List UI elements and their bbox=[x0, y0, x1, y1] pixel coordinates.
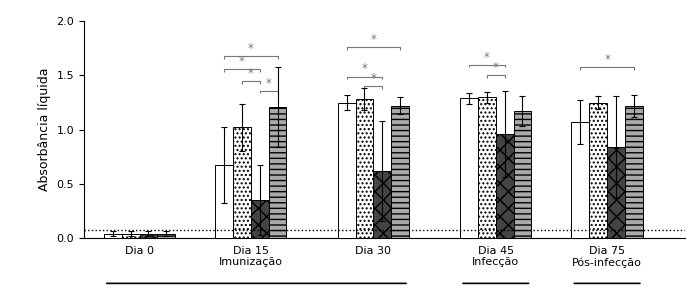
Bar bbox=[607, 147, 625, 238]
Bar bbox=[268, 107, 287, 238]
Bar bbox=[572, 122, 589, 238]
Bar bbox=[373, 171, 391, 238]
Text: *: * bbox=[604, 53, 610, 66]
Bar bbox=[157, 234, 175, 238]
Text: *: * bbox=[248, 42, 254, 55]
Bar bbox=[589, 102, 607, 238]
Text: *: * bbox=[266, 77, 272, 90]
Bar bbox=[514, 111, 531, 238]
Text: *: * bbox=[361, 63, 368, 75]
Bar bbox=[625, 106, 642, 238]
Bar bbox=[140, 234, 157, 238]
Text: *: * bbox=[493, 61, 498, 74]
Bar bbox=[104, 234, 122, 238]
Text: *: * bbox=[370, 33, 376, 46]
Bar bbox=[478, 97, 496, 238]
Bar bbox=[122, 234, 140, 238]
Bar bbox=[391, 106, 409, 238]
Bar bbox=[338, 102, 356, 238]
Text: *: * bbox=[248, 67, 254, 80]
Bar bbox=[496, 134, 514, 238]
Bar bbox=[356, 99, 373, 238]
Text: *: * bbox=[484, 51, 490, 63]
Bar bbox=[251, 200, 268, 238]
Text: *: * bbox=[370, 72, 376, 85]
Text: *: * bbox=[239, 55, 245, 68]
Bar bbox=[460, 98, 478, 238]
Bar bbox=[233, 127, 251, 238]
Y-axis label: Absorbância líquida: Absorbância líquida bbox=[38, 68, 51, 191]
Bar bbox=[215, 165, 233, 238]
